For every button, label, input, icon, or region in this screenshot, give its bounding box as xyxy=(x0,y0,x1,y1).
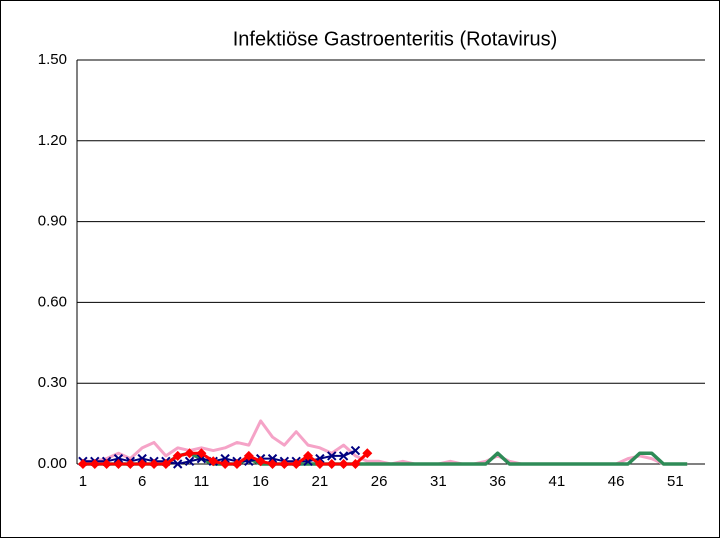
marker xyxy=(149,459,160,469)
x-tick-label: 26 xyxy=(371,473,388,490)
x-tick-label: 6 xyxy=(138,473,146,490)
x-tick-label: 41 xyxy=(549,473,566,490)
marker xyxy=(113,459,124,469)
marker xyxy=(137,459,148,469)
marker xyxy=(350,445,361,456)
series-line xyxy=(82,449,356,465)
marker xyxy=(137,453,147,464)
y-tick-label: 0.60 xyxy=(38,293,67,310)
marker xyxy=(160,459,171,469)
x-tick-label: 11 xyxy=(194,473,210,490)
marker xyxy=(184,448,195,459)
marker xyxy=(220,453,230,464)
marker xyxy=(172,450,183,461)
marker xyxy=(327,451,337,461)
marker xyxy=(279,459,290,469)
marker xyxy=(125,459,136,469)
marker xyxy=(291,459,302,469)
y-tick-label: 1.50 xyxy=(38,51,67,68)
y-tick-label: 0.00 xyxy=(38,455,67,472)
marker xyxy=(303,450,314,461)
marker xyxy=(184,456,195,467)
marker xyxy=(77,459,88,469)
marker xyxy=(314,459,325,469)
marker xyxy=(267,459,278,469)
y-tick-label: 0.30 xyxy=(38,374,67,391)
marker xyxy=(338,451,349,461)
marker xyxy=(326,459,337,469)
x-tick-label: 1 xyxy=(79,473,87,490)
marker xyxy=(196,448,207,459)
x-tick-label: 31 xyxy=(430,473,447,490)
marker xyxy=(255,456,266,467)
marker xyxy=(243,450,254,461)
x-tick-label: 16 xyxy=(252,473,269,490)
marker xyxy=(208,456,219,467)
marker xyxy=(220,459,231,469)
y-tick-label: 0.90 xyxy=(38,213,67,230)
marker xyxy=(338,459,349,469)
marker xyxy=(173,459,183,469)
marker xyxy=(350,459,361,469)
marker xyxy=(231,459,242,469)
chart-title: Infektiöse Gastroenteritis (Rotavirus) xyxy=(233,28,558,50)
marker xyxy=(267,453,278,464)
marker xyxy=(362,448,373,459)
x-tick-label: 36 xyxy=(489,473,506,490)
x-tick-label: 51 xyxy=(667,473,684,490)
x-tick-label: 46 xyxy=(608,473,625,490)
x-tick-label: 21 xyxy=(312,473,329,490)
marker xyxy=(113,453,124,464)
marker xyxy=(89,459,100,469)
marker xyxy=(101,459,112,469)
y-tick-label: 1.20 xyxy=(38,132,67,149)
